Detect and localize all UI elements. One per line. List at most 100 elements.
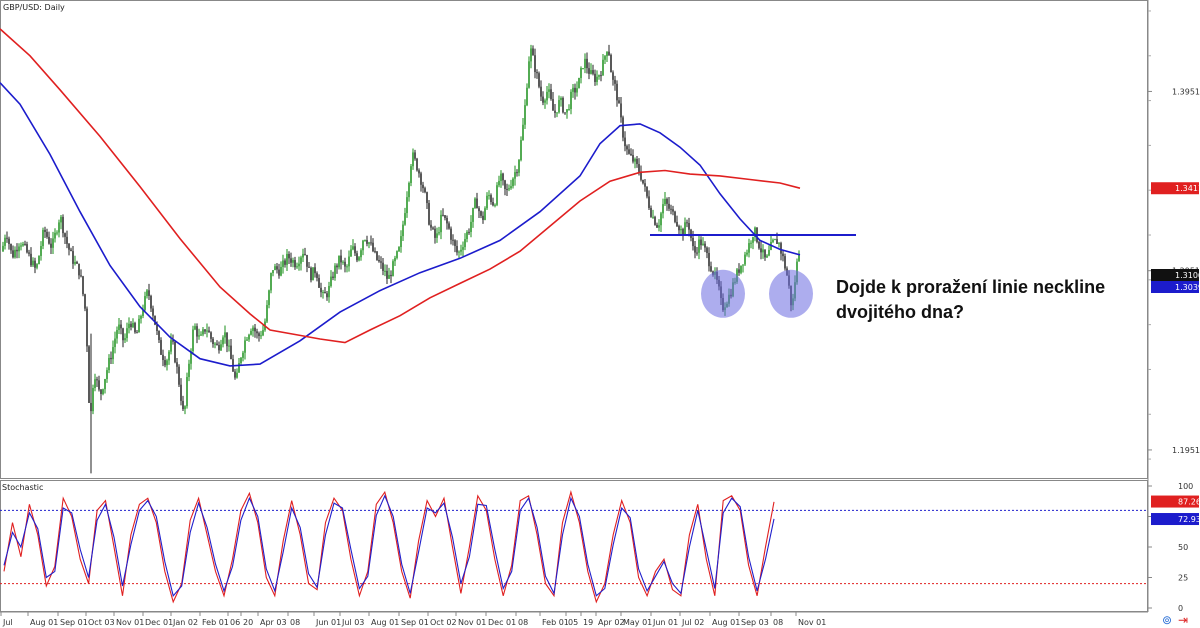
- time-tick-label: Nov 01: [116, 618, 144, 627]
- candle-body: [122, 328, 124, 340]
- candle-body: [504, 180, 506, 189]
- candle-body: [324, 292, 326, 293]
- candle-body: [300, 257, 302, 263]
- candle-body: [670, 209, 672, 210]
- price-pane-frame: [1, 1, 1148, 479]
- candle-body: [768, 250, 770, 255]
- candle-body: [284, 260, 286, 264]
- candle-body: [780, 243, 782, 254]
- candle-body: [668, 204, 670, 209]
- candle-body: [562, 98, 564, 112]
- time-tick-label: 05: [568, 618, 578, 627]
- candle-body: [322, 292, 324, 293]
- candle-body: [774, 239, 776, 240]
- candle-body: [606, 52, 608, 56]
- candle-body: [174, 342, 176, 363]
- candle-body: [96, 379, 98, 380]
- candle-body: [604, 56, 606, 60]
- candle-body: [146, 290, 148, 296]
- candle-body: [654, 217, 656, 225]
- candle-body: [694, 246, 696, 252]
- candle-body: [66, 237, 68, 244]
- candle-body: [44, 230, 46, 232]
- candle-body: [74, 262, 76, 264]
- candle-body: [144, 296, 146, 310]
- candle-body: [772, 240, 774, 242]
- candle-body: [50, 244, 52, 248]
- arrow-forward-icon[interactable]: ⇥: [1178, 614, 1188, 626]
- candle-body: [490, 195, 492, 202]
- candle-body: [520, 140, 522, 160]
- candle-body: [554, 111, 556, 113]
- candle-body: [708, 253, 710, 266]
- candle-body: [226, 332, 228, 346]
- candle-body: [436, 233, 438, 238]
- candle-body: [486, 196, 488, 209]
- candle-body: [566, 109, 568, 112]
- time-tick-label: Apr 03: [260, 618, 287, 627]
- candle-body: [526, 88, 528, 105]
- candle-body: [638, 164, 640, 172]
- link-chain-icon[interactable]: ⊚: [1162, 614, 1172, 626]
- stochastic-tick-label: 0: [1178, 604, 1183, 613]
- candle-body: [558, 100, 560, 112]
- candle-body: [334, 266, 336, 278]
- candle-body: [626, 146, 628, 149]
- candle-body: [564, 112, 566, 113]
- candle-body: [698, 240, 700, 253]
- time-tick-label: May 01: [623, 618, 652, 627]
- candle-body: [636, 159, 638, 164]
- candle-body: [2, 246, 4, 251]
- candle-body: [196, 326, 198, 336]
- candle-body: [400, 236, 402, 247]
- candle-body: [16, 250, 18, 251]
- stochastic-tick-label: 25: [1178, 574, 1188, 583]
- candle-body: [660, 213, 662, 225]
- candle-body: [602, 60, 604, 76]
- candle-body: [216, 344, 218, 345]
- time-tick-label: Sep 01: [401, 618, 429, 627]
- stochastic-tick-label: 100: [1178, 482, 1193, 491]
- time-tick-label: Sep 03: [741, 618, 769, 627]
- candle-body: [374, 251, 376, 252]
- candle-body: [454, 240, 456, 246]
- candle-body: [528, 61, 530, 87]
- candle-body: [590, 70, 592, 74]
- time-tick-label: Jul 02: [681, 618, 704, 627]
- candle-body: [572, 88, 574, 92]
- candle-body: [588, 68, 590, 74]
- candle-body: [124, 338, 126, 340]
- price-tag-label: 1.3411: [1175, 184, 1200, 193]
- candle-body: [600, 75, 602, 76]
- candle-body: [186, 377, 188, 406]
- candle-body: [744, 255, 746, 265]
- candle-body: [54, 233, 56, 239]
- time-tick-label: Sep 01: [60, 618, 88, 627]
- candle-body: [592, 70, 594, 74]
- stochastic-pane: Stochastic: [0, 481, 1148, 612]
- time-tick-label: 06: [230, 618, 240, 627]
- candle-body: [132, 323, 134, 327]
- candle-body: [346, 266, 348, 267]
- candle-body: [766, 256, 768, 258]
- candle-body: [706, 248, 708, 253]
- candle-body: [466, 232, 468, 239]
- candle-body: [634, 159, 636, 162]
- candle-body: [48, 237, 50, 244]
- time-tick-label: Jun 01: [652, 618, 678, 627]
- candle-body: [640, 172, 642, 180]
- candle-body: [578, 78, 580, 88]
- time-tick-label: 19: [583, 618, 593, 627]
- candle-body: [440, 215, 442, 232]
- candle-body: [686, 222, 688, 223]
- candle-body: [242, 353, 244, 358]
- candle-body: [362, 241, 364, 251]
- candle-body: [266, 305, 268, 321]
- candle-body: [474, 199, 476, 208]
- candle-body: [664, 199, 666, 204]
- candle-body: [642, 180, 644, 183]
- candle-body: [348, 257, 350, 267]
- candle-body: [496, 185, 498, 205]
- candle-body: [274, 266, 276, 270]
